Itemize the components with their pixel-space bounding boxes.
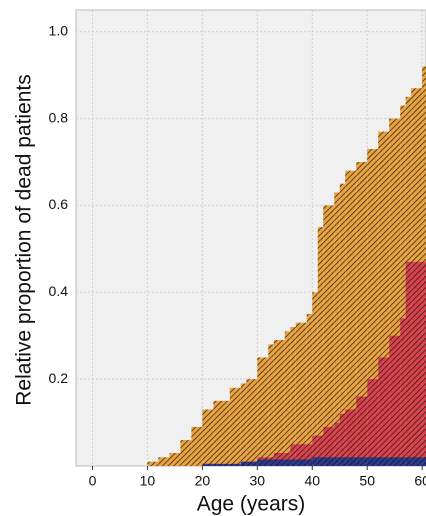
step-segment (422, 457, 426, 466)
step-segment (158, 457, 170, 466)
x-axis-label: Age (years) (197, 493, 306, 516)
step-segment (345, 409, 357, 466)
step-segment (323, 426, 335, 466)
step-segment (422, 261, 426, 466)
step-segment (202, 409, 214, 466)
step-segment (400, 318, 406, 466)
step-segment (273, 459, 285, 466)
step-segment (229, 387, 241, 466)
step-segment (317, 227, 324, 466)
step-segment (306, 444, 313, 466)
y-tick-label: 1.0 (49, 22, 69, 38)
y-tick-label: 0.4 (49, 283, 69, 299)
y-tick-label: 0.6 (49, 196, 69, 212)
step-segment (312, 435, 318, 466)
step-segment (345, 170, 357, 466)
step-segment (312, 292, 318, 466)
step-segment (268, 344, 274, 466)
step-segment (323, 205, 335, 466)
step-segment (405, 457, 412, 466)
step-segment (339, 183, 346, 466)
step-segment (290, 444, 296, 466)
step-segment (378, 357, 390, 466)
x-tick-label: 30 (250, 473, 266, 489)
step-segment (240, 383, 247, 466)
step-segment (213, 400, 230, 466)
step-segment (268, 459, 274, 466)
step-segment (356, 162, 368, 466)
step-segment (273, 340, 285, 466)
step-segment (400, 457, 406, 466)
step-segment (334, 422, 340, 466)
step-segment (323, 457, 335, 466)
x-tick-label: 40 (304, 473, 320, 489)
step-segment (378, 457, 390, 466)
step-segment (246, 461, 258, 466)
step-segment (378, 131, 390, 466)
step-segment (389, 335, 401, 466)
step-segment (169, 452, 181, 466)
step-segment (317, 457, 324, 466)
step-segment (295, 459, 307, 466)
step-segment (257, 357, 269, 466)
step-segment (339, 457, 346, 466)
step-segment (180, 439, 192, 466)
step-segment (411, 261, 423, 466)
step-segment (306, 459, 313, 466)
step-segment (405, 261, 412, 466)
step-segment (213, 463, 230, 466)
step-segment (317, 435, 324, 466)
step-segment (334, 457, 340, 466)
step-segment (284, 459, 291, 466)
x-tick-label: 20 (195, 473, 211, 489)
step-segment (339, 413, 346, 466)
step-segment (229, 463, 241, 466)
step-segment (295, 322, 307, 466)
step-segment (389, 118, 401, 467)
step-segment (191, 426, 203, 466)
step-segment (257, 459, 269, 466)
step-segment (356, 396, 368, 466)
y-tick-label: 0.8 (49, 109, 69, 125)
step-segment (202, 463, 214, 466)
y-tick-label: 0.2 (49, 370, 69, 386)
x-tick-label: 0 (89, 473, 97, 489)
step-segment (389, 457, 401, 466)
step-segment (345, 457, 357, 466)
step-segment (312, 457, 318, 466)
x-tick-label: 10 (140, 473, 156, 489)
step-segment (356, 457, 368, 466)
step-segment (290, 459, 296, 466)
x-tick-label: 50 (359, 473, 375, 489)
step-segment (147, 461, 159, 466)
step-segment (295, 444, 307, 466)
step-segment (284, 331, 291, 466)
step-segment (400, 105, 406, 467)
step-segment (367, 379, 379, 466)
step-segment (306, 314, 313, 466)
step-segment (367, 148, 379, 466)
x-tick-label: 60 (414, 473, 426, 489)
step-segment (246, 379, 258, 466)
step-segment (411, 457, 423, 466)
step-segment (367, 457, 379, 466)
y-axis-label: Relative proportion of dead patients (13, 74, 36, 406)
step-segment (334, 192, 340, 466)
step-segment (240, 461, 247, 466)
step-segment (290, 327, 296, 466)
